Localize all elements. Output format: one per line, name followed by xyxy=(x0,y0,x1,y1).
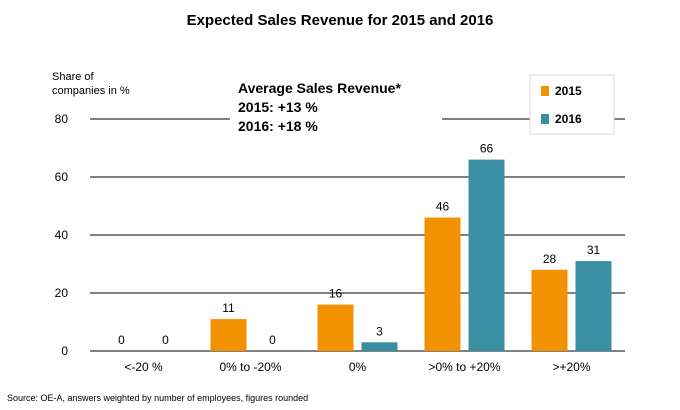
bar-value-labels: 0 0 11 0 16 3 46 66 28 31 xyxy=(118,142,600,347)
y-tick-label: 80 xyxy=(55,112,69,126)
bar-value-label: 46 xyxy=(436,200,450,214)
bar-2015 xyxy=(531,269,568,351)
legend: 2015 2016 xyxy=(529,74,615,135)
x-tick-label: 0% to -20% xyxy=(219,360,281,374)
y-tick-label: 40 xyxy=(55,228,69,242)
x-tick-label: >0% to +20% xyxy=(428,360,500,374)
bar-value-label: 0 xyxy=(269,333,276,347)
bar-2016 xyxy=(468,159,505,351)
x-tick-labels: <-20 % 0% to -20% 0% >0% to +20% >+20% xyxy=(124,360,591,374)
y-tick-label: 0 xyxy=(61,344,68,358)
y-tick-label: 20 xyxy=(55,286,69,300)
legend-label-2016: 2016 xyxy=(555,112,582,126)
bar-value-label: 31 xyxy=(587,243,601,257)
legend-label-2015: 2015 xyxy=(555,84,582,98)
legend-box xyxy=(529,74,615,135)
legend-swatch-2016 xyxy=(541,114,549,124)
bar-2016 xyxy=(361,342,398,351)
x-tick-label: >+20% xyxy=(552,360,590,374)
bar-value-label: 3 xyxy=(376,324,383,338)
legend-swatch-2015 xyxy=(541,86,549,96)
x-tick-label: <-20 % xyxy=(124,360,163,374)
bar-2016 xyxy=(575,261,612,351)
bars xyxy=(210,159,612,351)
chart-title: Expected Sales Revenue for 2015 and 2016 xyxy=(187,12,494,29)
bar-value-label: 0 xyxy=(162,333,169,347)
bar-2015 xyxy=(424,217,461,351)
x-tick-label: 0% xyxy=(349,360,367,374)
y-axis-label-line2: companies in % xyxy=(52,85,130,97)
y-axis-label-line1: Share of xyxy=(52,71,95,83)
bar-2015 xyxy=(210,319,247,351)
annotation-line-2016: 2016: +18 % xyxy=(238,118,318,134)
source-note: Source: OE-A, answers weighted by number… xyxy=(7,393,308,403)
annotation-line-2015: 2015: +13 % xyxy=(238,99,318,115)
bar-2015 xyxy=(317,304,354,351)
bar-value-label: 11 xyxy=(222,301,235,315)
bar-value-label: 66 xyxy=(480,142,494,156)
annotation-title: Average Sales Revenue* xyxy=(238,80,401,96)
bar-value-label: 0 xyxy=(118,333,125,347)
y-tick-label: 60 xyxy=(55,170,69,184)
bar-value-label: 16 xyxy=(329,287,343,301)
bar-value-label: 28 xyxy=(543,252,557,266)
y-tick-labels: 0 20 40 60 80 xyxy=(55,112,69,358)
annotation-box xyxy=(232,76,442,138)
